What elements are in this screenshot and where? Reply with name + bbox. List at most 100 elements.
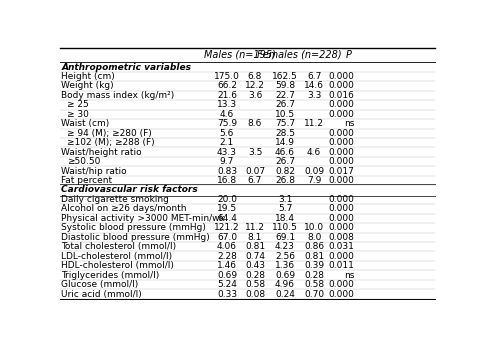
Text: 3.3: 3.3: [307, 91, 321, 100]
Text: ≥ 25: ≥ 25: [67, 100, 89, 109]
Text: 1.36: 1.36: [275, 261, 295, 270]
Text: Fat percent: Fat percent: [61, 176, 113, 185]
Text: 46.6: 46.6: [275, 148, 295, 157]
Text: 0.000: 0.000: [328, 214, 354, 223]
Text: 1.46: 1.46: [217, 261, 237, 270]
Text: 2.28: 2.28: [217, 252, 237, 261]
Text: 43.3: 43.3: [217, 148, 237, 157]
Text: 0.000: 0.000: [328, 138, 354, 147]
Text: Waist/hip ratio: Waist/hip ratio: [61, 166, 127, 175]
Text: 2.56: 2.56: [275, 252, 295, 261]
Text: 0.000: 0.000: [328, 129, 354, 138]
Text: ns: ns: [344, 271, 354, 280]
Text: 4.6: 4.6: [307, 148, 321, 157]
Text: 69.1: 69.1: [275, 233, 295, 242]
Text: 4.06: 4.06: [217, 242, 237, 251]
Text: Alcohol on ≥26 days/month: Alcohol on ≥26 days/month: [61, 204, 187, 213]
Text: 75.9: 75.9: [217, 119, 237, 128]
Text: 22.7: 22.7: [275, 91, 295, 100]
Text: 0.58: 0.58: [304, 280, 324, 289]
Text: Females (n=228): Females (n=228): [257, 50, 341, 60]
Text: 4.23: 4.23: [275, 242, 295, 251]
Text: 0.000: 0.000: [328, 204, 354, 213]
Text: 0.81: 0.81: [245, 242, 265, 251]
Text: ≥ 94 (M); ≥280 (F): ≥ 94 (M); ≥280 (F): [67, 129, 152, 138]
Text: 14.6: 14.6: [304, 81, 324, 90]
Text: 5.24: 5.24: [217, 280, 237, 289]
Text: 26.7: 26.7: [275, 100, 295, 109]
Text: 28.5: 28.5: [275, 129, 295, 138]
Text: Triglycerides (mmol/l): Triglycerides (mmol/l): [61, 271, 160, 280]
Text: P: P: [346, 50, 352, 60]
Text: 0.031: 0.031: [328, 242, 354, 251]
Text: 16.8: 16.8: [217, 176, 237, 185]
Text: 0.09: 0.09: [304, 166, 324, 175]
Text: 6.8: 6.8: [248, 72, 262, 81]
Text: 0.58: 0.58: [245, 280, 265, 289]
Text: Daily cigarette smoking: Daily cigarette smoking: [61, 195, 170, 204]
Text: 0.07: 0.07: [245, 166, 265, 175]
Text: 0.24: 0.24: [275, 290, 295, 299]
Text: 121.2: 121.2: [214, 223, 240, 232]
Text: 67.0: 67.0: [217, 233, 237, 242]
Text: 0.000: 0.000: [328, 252, 354, 261]
Text: 59.8: 59.8: [275, 81, 295, 90]
Text: 12.2: 12.2: [245, 81, 265, 90]
Text: 0.011: 0.011: [328, 261, 354, 270]
Text: 110.5: 110.5: [272, 223, 298, 232]
Text: 0.000: 0.000: [328, 81, 354, 90]
Text: Physical activity >3000 MET-min/wk: Physical activity >3000 MET-min/wk: [61, 214, 225, 223]
Text: 11.2: 11.2: [304, 119, 324, 128]
Text: 0.83: 0.83: [217, 166, 237, 175]
Text: LDL-cholesterol (mmol/l): LDL-cholesterol (mmol/l): [61, 252, 172, 261]
Text: 6.7: 6.7: [248, 176, 262, 185]
Text: Height (cm): Height (cm): [61, 72, 115, 81]
Text: 0.70: 0.70: [304, 290, 324, 299]
Text: 66.2: 66.2: [217, 81, 237, 90]
Text: 0.000: 0.000: [328, 72, 354, 81]
Text: 0.82: 0.82: [275, 166, 295, 175]
Text: 5.6: 5.6: [220, 129, 234, 138]
Text: 2.1: 2.1: [220, 138, 234, 147]
Text: 162.5: 162.5: [272, 72, 298, 81]
Text: 10.0: 10.0: [304, 223, 324, 232]
Text: 26.7: 26.7: [275, 157, 295, 166]
Text: 0.016: 0.016: [328, 91, 354, 100]
Text: 20.0: 20.0: [217, 195, 237, 204]
Text: 64.4: 64.4: [217, 214, 237, 223]
Text: 0.000: 0.000: [328, 157, 354, 166]
Text: 18.4: 18.4: [275, 214, 295, 223]
Text: 0.000: 0.000: [328, 195, 354, 204]
Text: Males (n=195): Males (n=195): [204, 50, 276, 60]
Text: 4.96: 4.96: [275, 280, 295, 289]
Text: HDL-cholesterol (mmol/l): HDL-cholesterol (mmol/l): [61, 261, 174, 270]
Text: 8.1: 8.1: [248, 233, 262, 242]
Text: 0.08: 0.08: [245, 290, 265, 299]
Text: Waist/height ratio: Waist/height ratio: [61, 148, 142, 157]
Text: 0.000: 0.000: [328, 280, 354, 289]
Text: 0.33: 0.33: [217, 290, 237, 299]
Text: 0.000: 0.000: [328, 110, 354, 119]
Text: Glucose (mmol/l): Glucose (mmol/l): [61, 280, 139, 289]
Text: 0.81: 0.81: [304, 252, 324, 261]
Text: 0.000: 0.000: [328, 176, 354, 185]
Text: 0.000: 0.000: [328, 148, 354, 157]
Text: 14.9: 14.9: [275, 138, 295, 147]
Text: ≥102 (M); ≥288 (F): ≥102 (M); ≥288 (F): [67, 138, 155, 147]
Text: Waist (cm): Waist (cm): [61, 119, 110, 128]
Text: 6.7: 6.7: [307, 72, 321, 81]
Text: 175.0: 175.0: [214, 72, 240, 81]
Text: 0.000: 0.000: [328, 223, 354, 232]
Text: Body mass index (kg/m²): Body mass index (kg/m²): [61, 91, 175, 100]
Text: Cardiovascular risk factors: Cardiovascular risk factors: [61, 185, 198, 194]
Text: 19.5: 19.5: [217, 204, 237, 213]
Text: 13.3: 13.3: [217, 100, 237, 109]
Text: 8.6: 8.6: [248, 119, 262, 128]
Text: 0.008: 0.008: [328, 233, 354, 242]
Text: 0.000: 0.000: [328, 100, 354, 109]
Text: 0.017: 0.017: [328, 166, 354, 175]
Text: 9.7: 9.7: [220, 157, 234, 166]
Text: 4.6: 4.6: [220, 110, 234, 119]
Text: 0.69: 0.69: [275, 271, 295, 280]
Text: Uric acid (mmol/l): Uric acid (mmol/l): [61, 290, 142, 299]
